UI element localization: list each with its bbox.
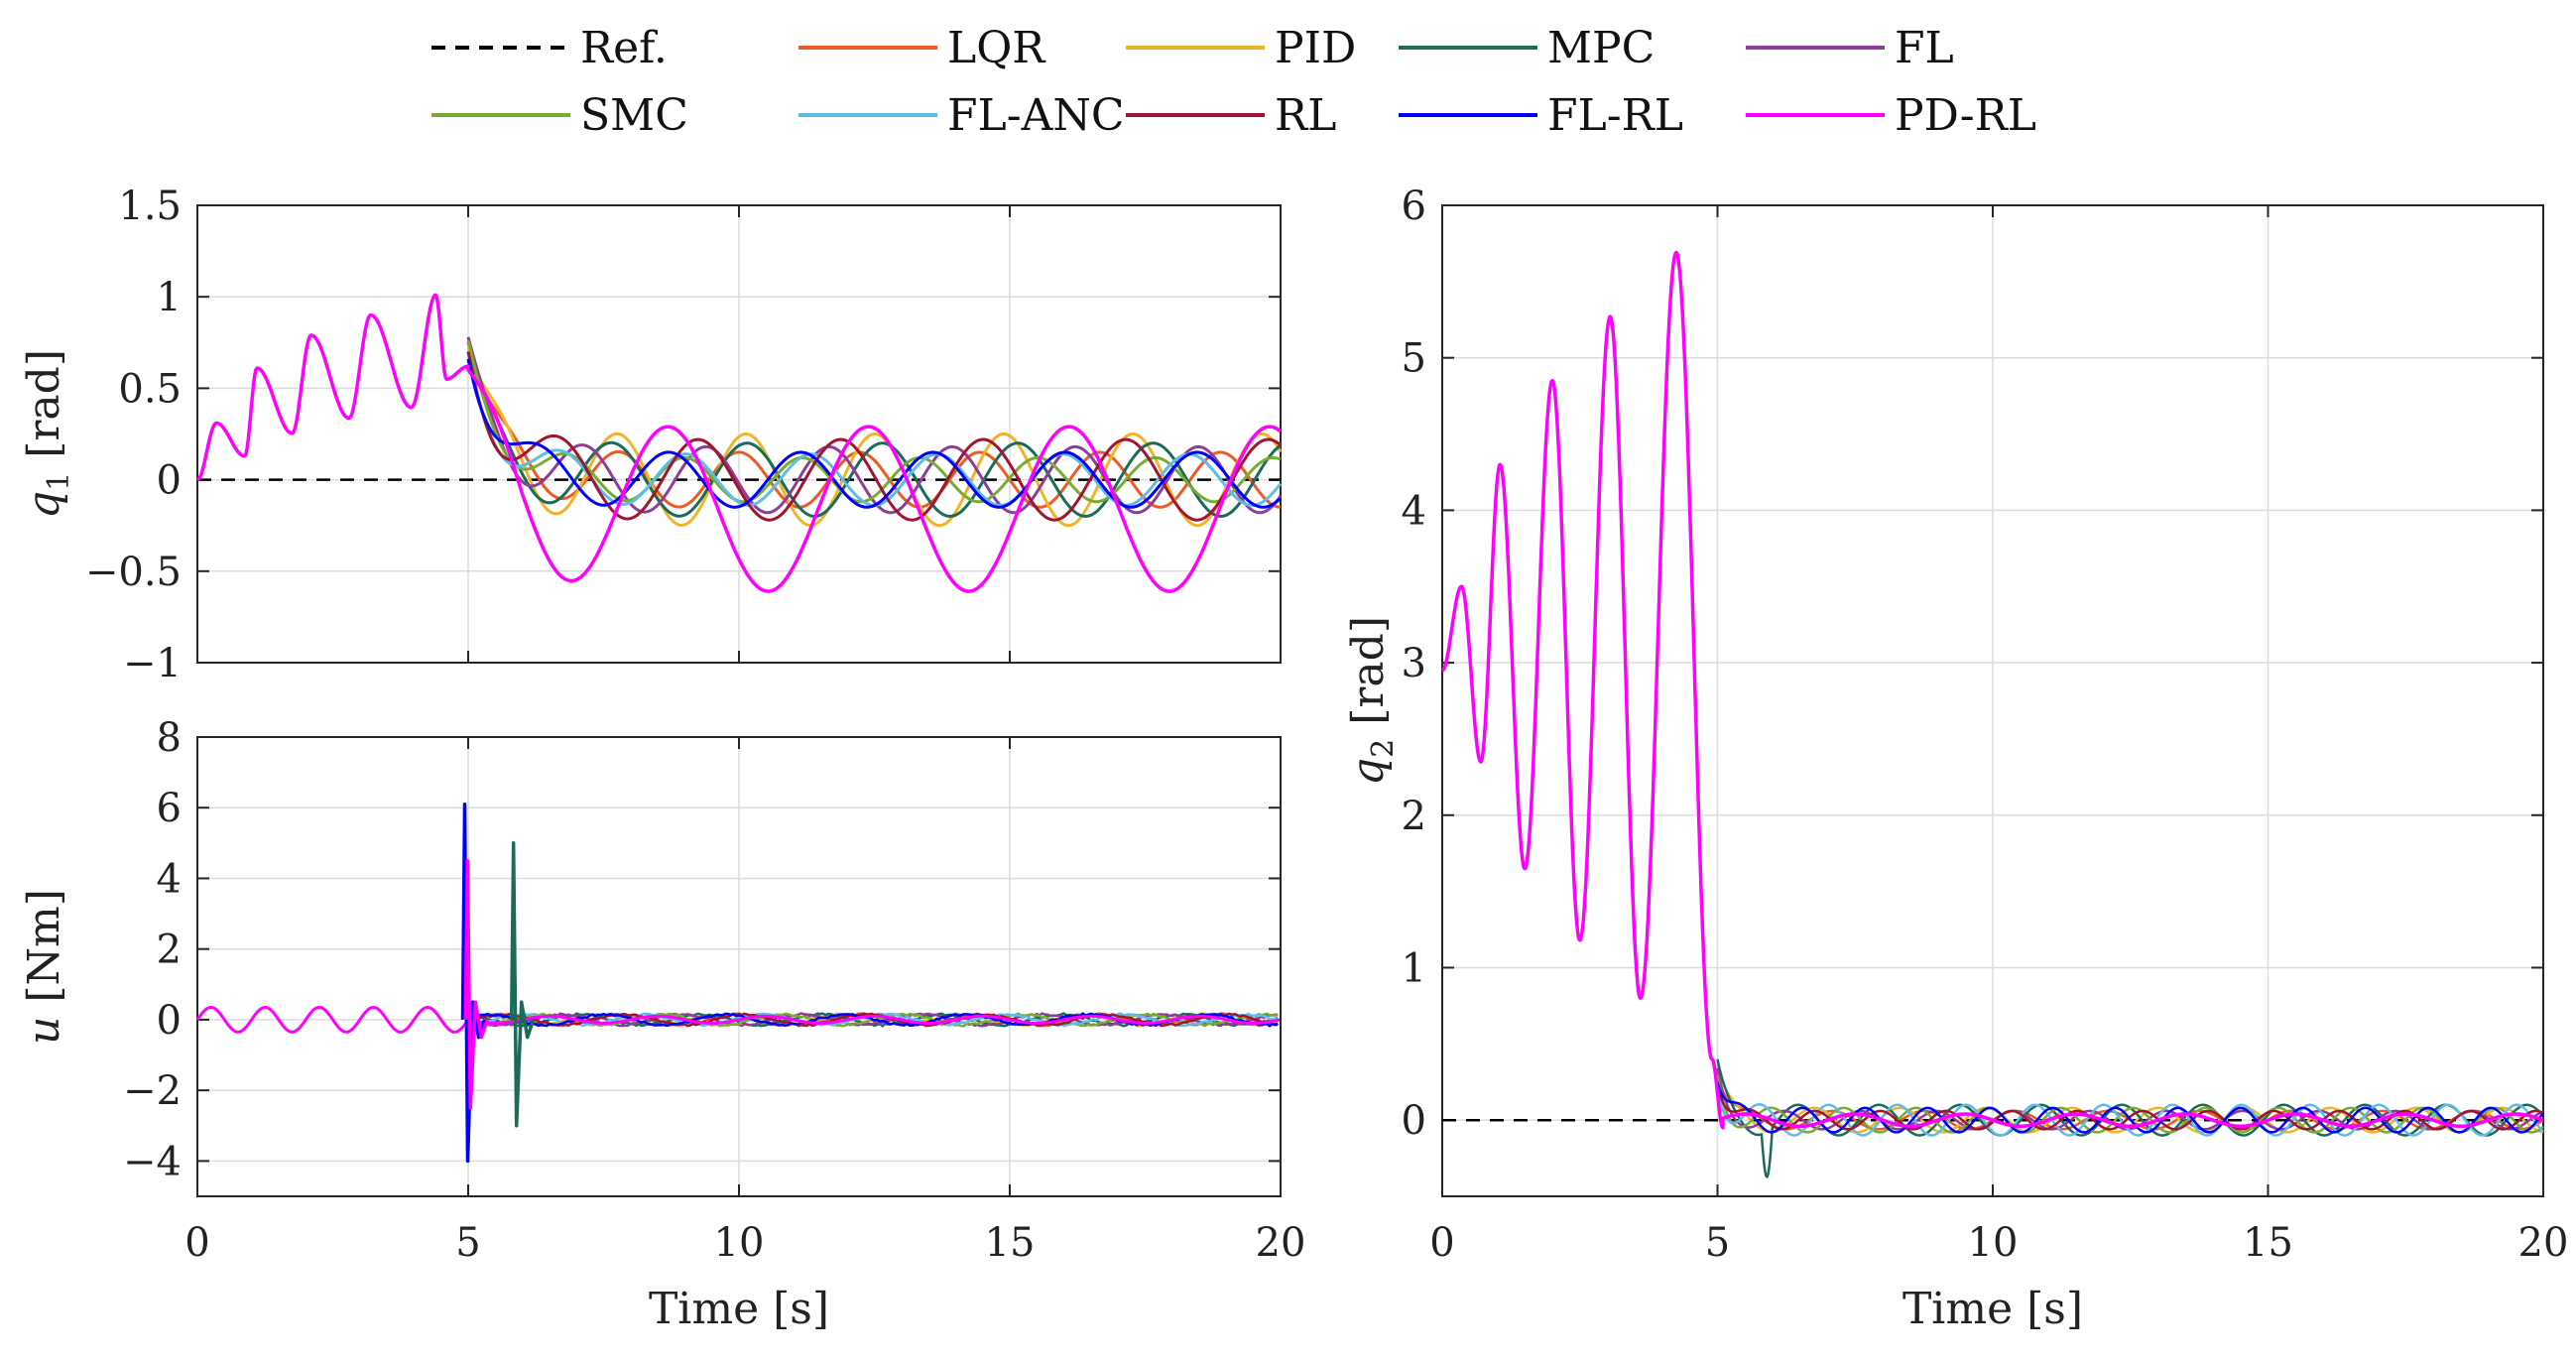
ytick-label-q1-3: 0 — [157, 458, 182, 504]
xtick-label-q2-3: 15 — [2243, 1220, 2293, 1266]
ytick-label-u-1: 6 — [157, 786, 182, 831]
ytick-label-q2-4: 2 — [1402, 794, 1426, 839]
legend-label-rl: RL — [1275, 90, 1336, 141]
ylabel-q2: q2 [rad] — [1343, 616, 1401, 786]
ytick-label-q2-0: 6 — [1402, 184, 1426, 229]
series-fl-rl-q1 — [466, 358, 1283, 509]
ytick-label-q1-1: 1 — [157, 275, 182, 320]
spike-mpc-u — [509, 841, 536, 1128]
ytick-label-u-3: 2 — [157, 928, 182, 973]
legend-label-pid: PID — [1275, 23, 1356, 73]
legend-label-mpc: MPC — [1547, 23, 1655, 73]
series-mpc-q1 — [466, 351, 1282, 518]
ytick-label-u-6: −4 — [123, 1139, 182, 1184]
xtick-label-u-1: 5 — [455, 1220, 480, 1266]
ytick-label-q2-1: 5 — [1402, 336, 1426, 382]
ytick-label-q1-5: −1 — [123, 641, 182, 686]
ytick-label-q1-0: 1.5 — [118, 184, 182, 229]
xtick-label-q2-1: 5 — [1705, 1220, 1730, 1266]
ytick-label-q2-5: 1 — [1402, 945, 1426, 991]
legend-label-smc: SMC — [580, 90, 688, 141]
ytick-label-u-0: 8 — [157, 715, 182, 761]
series-fl-anc-q2 — [1716, 1085, 2544, 1137]
legend-label-ref: Ref. — [580, 23, 668, 73]
ytick-label-q2-3: 3 — [1402, 641, 1426, 686]
series-smc-q1 — [466, 340, 1282, 504]
legend-label-fl: FL — [1895, 23, 1954, 73]
xtick-label-q2-2: 10 — [1968, 1220, 2019, 1266]
xtick-label-q2-4: 20 — [2518, 1220, 2569, 1266]
xtick-label-u-0: 0 — [184, 1220, 209, 1266]
legend-label-fl-rl: FL-RL — [1547, 90, 1683, 141]
ytick-label-q1-2: 0.5 — [118, 366, 182, 412]
ytick-label-u-2: 4 — [157, 856, 182, 902]
series-fl-rl-u — [467, 1012, 1279, 1028]
xlabel-q2: Time [s] — [1902, 1284, 2083, 1334]
xlabel-u: Time [s] — [649, 1284, 829, 1334]
ytick-label-u-5: −2 — [123, 1068, 182, 1114]
series-pdrl-u — [195, 1006, 1281, 1034]
ytick-label-u-4: 0 — [157, 998, 182, 1044]
xtick-label-q2-0: 0 — [1429, 1220, 1454, 1266]
series-pid-q1 — [466, 347, 1283, 528]
series-pdrl-q1 — [196, 293, 1283, 593]
xtick-label-u-3: 15 — [985, 1220, 1036, 1266]
ytick-label-q2-2: 4 — [1402, 488, 1426, 534]
ylabel-u: u [Nm] — [19, 889, 69, 1045]
xtick-label-u-2: 10 — [714, 1220, 765, 1266]
series-lqr-q1 — [466, 341, 1282, 509]
series-rl-q2 — [1716, 1082, 2544, 1131]
axes-q1: 1.5 1 0.5 0 −0.5 −1 q1 [rad] — [19, 184, 1283, 686]
ytick-label-q2-6: 0 — [1402, 1098, 1426, 1144]
ylabel-q1: q1 [rad] — [19, 349, 76, 519]
series-rl-q1 — [466, 351, 1283, 522]
series-pdrl-q2 — [1440, 250, 2544, 1130]
legend-label-lqr: LQR — [947, 23, 1046, 73]
ytick-label-q1-4: −0.5 — [85, 550, 182, 595]
legend-label-pd-rl: PD-RL — [1895, 90, 2036, 141]
series-fl-q1 — [466, 336, 1283, 515]
spike-pd-rl-u — [463, 858, 489, 1110]
xtick-label-u-4: 20 — [1256, 1220, 1306, 1266]
legend-label-fl-anc: FL-ANC — [947, 90, 1125, 141]
